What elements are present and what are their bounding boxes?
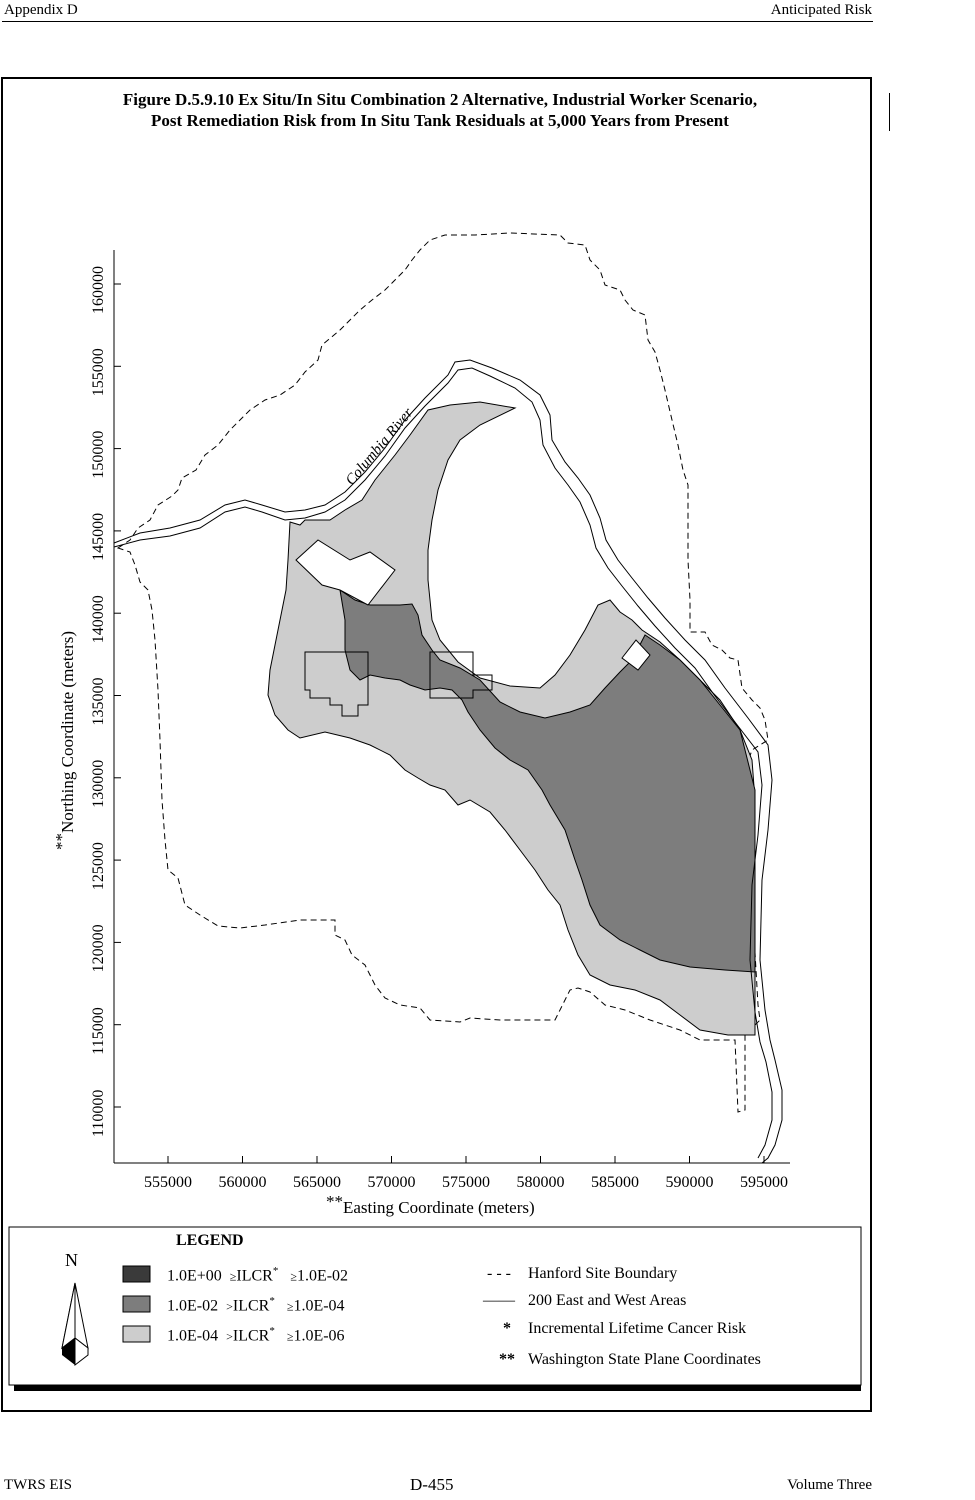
y-tick-label: 150000 <box>90 431 107 479</box>
footer-page-number: D-455 <box>410 1475 454 1494</box>
legend-label-ilcr: Incremental Lifetime Cancer Risk <box>528 1320 747 1337</box>
x-axis-ticks: 555000 560000 565000 570000 575000 580000 5850… <box>144 1156 788 1191</box>
x-tick-label: 560000 <box>219 1174 267 1191</box>
x-tick-label: 585000 <box>591 1174 639 1191</box>
hanford-site-boundary <box>116 232 769 1113</box>
north-symbol: N <box>65 1250 78 1270</box>
columbia-river-bank-2 <box>113 367 773 1159</box>
clean-area-north <box>295 539 396 606</box>
change-bar <box>889 93 890 131</box>
y-tick-label: 145000 <box>90 513 107 561</box>
legend-swatch-low <box>122 1325 151 1343</box>
map-axes <box>113 250 790 1164</box>
header-section: Anticipated Risk <box>770 2 872 18</box>
legend-item-mid: 1.0E-02 >ILCR* ≥1.0E-04 <box>167 1295 345 1315</box>
legend-symbol-coords: ** <box>499 1351 515 1368</box>
y-tick-label: 155000 <box>90 348 107 396</box>
legend-label-boundary: Hanford Site Boundary <box>528 1265 678 1282</box>
svg-text:**Northing Coordinate (meters): **Northing Coordinate (meters) <box>52 631 77 850</box>
footer-volume: Volume Three <box>787 1477 872 1493</box>
legend-item-high: 1.0E+00 ≥ILCR* ≥1.0E-02 <box>167 1265 349 1285</box>
x-tick-label: 595000 <box>740 1174 788 1191</box>
x-tick-label: 570000 <box>368 1174 416 1191</box>
risk-zone-mid <box>339 588 756 973</box>
legend-swatch-mid <box>122 1295 151 1313</box>
header-appendix: Appendix D <box>4 2 78 18</box>
x-axis-title: **Easting Coordinate (meters) <box>326 1192 535 1217</box>
area-200-east <box>429 651 493 699</box>
y-tick-label: 135000 <box>90 678 107 726</box>
x-axis-label: Easting Coordinate (meters) <box>343 1198 535 1217</box>
y-tick-label: 160000 <box>90 266 107 314</box>
legend-symbol-areas: —— <box>483 1292 515 1309</box>
figure-title-line2: Post Remediation Risk from In Situ Tank … <box>151 111 729 130</box>
y-tick-label: 120000 <box>90 924 107 972</box>
legend-label-areas: 200 East and West Areas <box>528 1292 687 1309</box>
y-tick-label: 140000 <box>90 595 107 643</box>
legend-symbol-boundary: - - - <box>487 1265 511 1282</box>
y-tick-label: 130000 <box>90 760 107 808</box>
y-axis-prefix: ** <box>52 833 71 850</box>
figure-title: Figure D.5.9.10 Ex Situ/In Situ Combinat… <box>20 89 860 131</box>
header-rule <box>2 21 873 22</box>
legend-item-low: 1.0E-04 >ILCR* ≥1.0E-06 <box>167 1325 345 1345</box>
x-tick-label: 580000 <box>517 1174 565 1191</box>
clean-area-east <box>621 639 651 671</box>
columbia-river-bank-1 <box>113 359 783 1164</box>
x-tick-label: 565000 <box>293 1174 341 1191</box>
x-tick-label: 555000 <box>144 1174 192 1191</box>
y-tick-label: 115000 <box>90 1007 107 1054</box>
area-200-west <box>304 651 369 717</box>
y-tick-label: 125000 <box>90 842 107 890</box>
x-tick-label: 590000 <box>666 1174 714 1191</box>
footer-document: TWRS EIS <box>4 1477 72 1493</box>
y-axis-label: Northing Coordinate (meters) <box>58 631 77 833</box>
legend-symbol-ilcr: * <box>503 1320 511 1337</box>
figure-frame <box>1 77 872 1412</box>
y-axis-ticks: 160000 155000 150000 145000 140000 135000 1300… <box>90 266 121 1137</box>
legend-label-coords: Washington State Plane Coordinates <box>528 1351 761 1368</box>
y-tick-label: 110000 <box>90 1090 107 1137</box>
legend-box <box>8 1226 862 1386</box>
figure-title-line1: Figure D.5.9.10 Ex Situ/In Situ Combinat… <box>122 90 758 109</box>
legend-swatch-high <box>122 1265 151 1283</box>
y-axis-title: **Northing Coordinate (meters) <box>52 631 77 850</box>
x-tick-label: 575000 <box>442 1174 490 1191</box>
legend-title: LEGEND <box>176 1232 244 1249</box>
x-axis-prefix: ** <box>326 1192 343 1211</box>
north-arrow-icon <box>61 1282 89 1367</box>
